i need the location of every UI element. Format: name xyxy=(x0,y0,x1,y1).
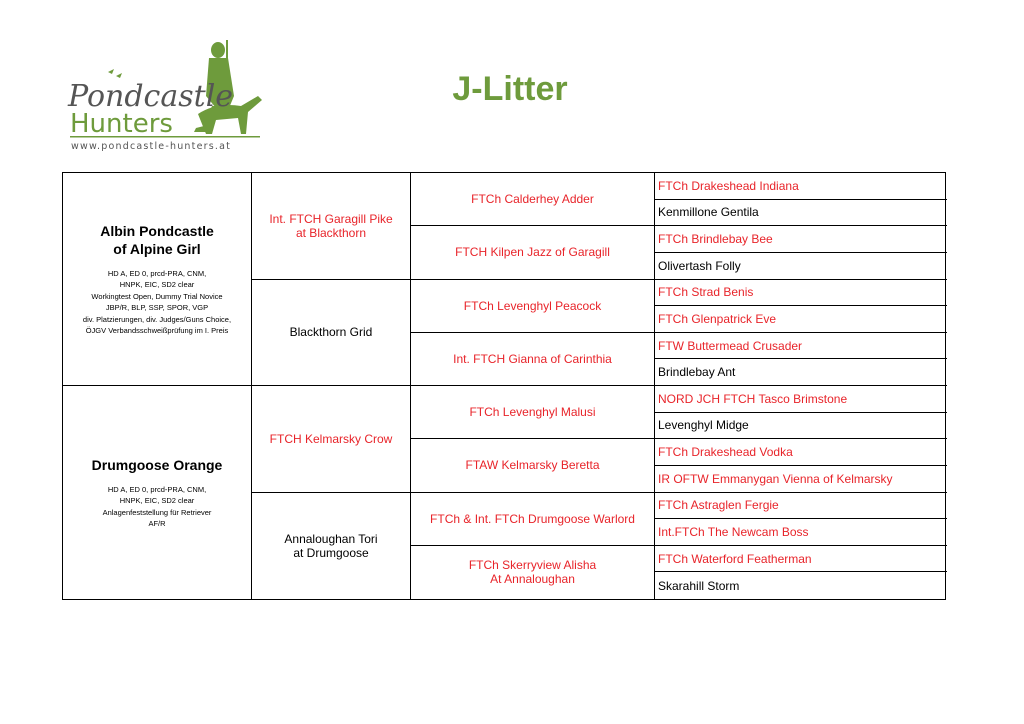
page-title: J-Litter xyxy=(452,70,568,108)
svg-text:Pondcastle: Pondcastle xyxy=(67,79,233,114)
title-line: ÖJGV Verbandsschweißprüfung im I. Preis xyxy=(85,326,229,335)
title-line: HD A, ED 0, prcd-PRA, CNM, xyxy=(107,484,207,494)
title-line: JBP/R, BLP, SSP, SPOR, VGP xyxy=(105,303,209,312)
name-line: FTCh Drakeshead Indiana xyxy=(658,178,799,193)
great-great-grandparent-cell: Skarahill Storm xyxy=(655,572,947,599)
great-great-grandparent-cell: FTW Buttermead Crusader xyxy=(655,333,947,360)
name-line: FTCh Levenghyl Peacock xyxy=(463,298,602,313)
name-line: Int. FTCH Gianna of Carinthia xyxy=(453,351,612,366)
title-line: div. Platzierungen, div. Judges/Guns Cho… xyxy=(82,314,232,324)
name-line: FTCh Calderhey Adder xyxy=(471,192,594,207)
great-great-grandparent-cell: FTCh Drakeshead Vodka xyxy=(655,439,947,466)
grandparent-cell: Blackthorn Grid xyxy=(252,279,411,386)
great-great-grandparent-cell: Int.FTCh The Newcam Boss xyxy=(655,519,947,546)
name-line: FTCH Kelmarsky Crow xyxy=(269,431,393,446)
title-line: HNPK, EIC, SD2 clear xyxy=(119,280,195,289)
name-line: FTCh Brindlebay Bee xyxy=(658,232,773,247)
name-line: IR OFTW Emmanygan Vienna of Kelmarsky xyxy=(658,471,893,486)
great-grandparent-cell: Int. FTCH Gianna of Carinthia xyxy=(411,332,655,386)
great-great-grandparent-cell: FTCh Glenpatrick Eve xyxy=(655,306,947,333)
name-line: at Drumgoose xyxy=(293,545,369,560)
name-line: Int.FTCh The Newcam Boss xyxy=(658,524,809,539)
name-line: FTCh Drakeshead Vodka xyxy=(658,445,793,460)
name-line: Int. FTCH Garagill Pike xyxy=(269,211,393,226)
title-line: Workingtest Open, Dummy Trial Novice xyxy=(91,291,223,301)
name-line: FTCh Glenpatrick Eve xyxy=(658,311,777,326)
svg-text:www.pondcastle-hunters.at: www.pondcastle-hunters.at xyxy=(71,141,231,152)
name-line: FTCh & Int. FTCh Drumgoose Warlord xyxy=(430,511,635,526)
great-grandparent-cell: FTCH Kilpen Jazz of Garagill xyxy=(411,226,655,280)
name-line: Kenmillone Gentila xyxy=(658,205,759,220)
name-line: FTCh Skerryview Alisha xyxy=(468,558,597,573)
name-line: Brindlebay Ant xyxy=(658,365,736,380)
parent-cell: Albin Pondcastle of Alpine Girl HD A, ED 0… xyxy=(63,173,252,386)
name-line: FTW Buttermead Crusader xyxy=(658,338,803,353)
great-great-grandparent-cell: Brindlebay Ant xyxy=(655,359,947,386)
great-great-grandparent-cell: FTCh Drakeshead Indiana xyxy=(655,173,947,200)
parent-name: Albin Pondcastle of Alpine Girl xyxy=(100,222,214,258)
great-great-grandparent-cell: FTCh Strad Benis xyxy=(655,280,947,307)
name-line: Blackthorn Grid xyxy=(289,325,373,340)
grandparent-cell: Int. FTCH Garagill Pike at Blackthorn xyxy=(252,173,411,280)
great-great-grandparent-cell: Kenmillone Gentila xyxy=(655,200,947,227)
great-great-grandparent-cell: FTCh Waterford Featherman xyxy=(655,546,947,573)
pondcastle-hunters-logo: Pondcastle Hunters www.pondcastle-hunter… xyxy=(66,36,276,156)
great-grandparent-cell: FTAW Kelmarsky Beretta xyxy=(411,439,655,493)
name-line: Annaloughan Tori xyxy=(284,531,378,546)
name-line: Olivertash Folly xyxy=(658,258,741,273)
great-grandparent-cell: FTCh Calderhey Adder xyxy=(411,173,655,227)
grandparent-cell: FTCH Kelmarsky Crow xyxy=(252,386,411,493)
grandparent-cell: Annaloughan Tori at Drumgoose xyxy=(252,492,411,599)
name-line: at Blackthorn xyxy=(295,225,367,240)
name-line: FTAW Kelmarsky Beretta xyxy=(465,458,600,473)
great-grandparent-cell: FTCh Levenghyl Peacock xyxy=(411,279,655,333)
parent-name: Drumgoose Orange xyxy=(92,456,223,474)
great-grandparent-cell: FTCh Levenghyl Malusi xyxy=(411,386,655,440)
title-line: AF/R xyxy=(148,519,166,528)
great-grandparent-cell: FTCh & Int. FTCh Drumgoose Warlord xyxy=(411,492,655,546)
name-line: Albin Pondcastle xyxy=(100,222,214,239)
great-great-grandparent-cell: Olivertash Folly xyxy=(655,253,947,280)
name-line: Drumgoose Orange xyxy=(91,456,223,473)
title-line: Anlagenfeststellung für Retriever xyxy=(102,507,212,517)
parent-titles: HD A, ED 0, prcd-PRA, CNM, HNPK, EIC, SD2… xyxy=(83,268,231,337)
name-line: Skarahill Storm xyxy=(658,578,740,593)
pedigree-table: Albin Pondcastle of Alpine Girl HD A, ED 0… xyxy=(62,172,947,600)
parent-cell: Drumgoose Orange HD A, ED 0, prcd-PRA, CN… xyxy=(63,386,252,599)
name-line: At Annaloughan xyxy=(490,572,575,587)
great-great-grandparent-cell: IR OFTW Emmanygan Vienna of Kelmarsky xyxy=(655,466,947,493)
name-line: FTCh Levenghyl Malusi xyxy=(469,405,596,420)
name-line: FTCH Kilpen Jazz of Garagill xyxy=(455,245,610,260)
name-line: Levenghyl Midge xyxy=(658,418,749,433)
parent-titles: HD A, ED 0, prcd-PRA, CNM, HNPK, EIC, SD2… xyxy=(103,484,212,530)
great-grandparent-cell: FTCh Skerryview Alisha At Annaloughan xyxy=(411,545,655,599)
name-line: FTCh Astraglen Fergie xyxy=(658,498,779,513)
great-great-grandparent-cell: NORD JCH FTCH Tasco Brimstone xyxy=(655,386,947,413)
great-great-grandparent-cell: FTCh Brindlebay Bee xyxy=(655,226,947,253)
name-line: FTCh Strad Benis xyxy=(658,285,754,300)
great-great-grandparent-cell: Levenghyl Midge xyxy=(655,413,947,440)
great-great-grandparent-cell: FTCh Astraglen Fergie xyxy=(655,493,947,520)
name-line: NORD JCH FTCH Tasco Brimstone xyxy=(658,391,848,406)
title-line: HNPK, EIC, SD2 clear xyxy=(119,496,195,505)
name-line: of Alpine Girl xyxy=(113,240,201,257)
svg-text:Hunters: Hunters xyxy=(70,109,173,139)
name-line: FTCh Waterford Featherman xyxy=(658,551,812,566)
title-line: HD A, ED 0, prcd-PRA, CNM, xyxy=(107,268,207,278)
